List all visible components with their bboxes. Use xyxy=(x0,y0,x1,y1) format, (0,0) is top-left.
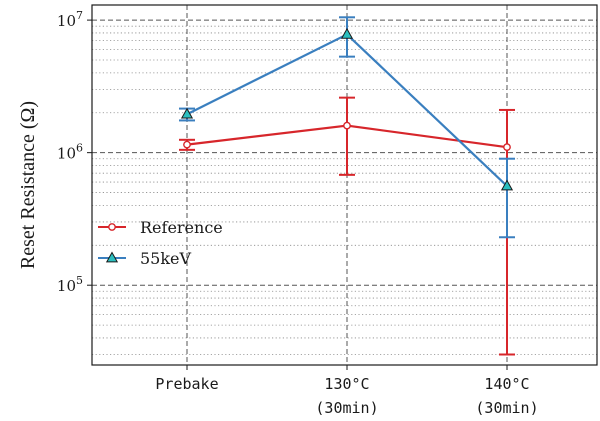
x-tick-label-line2: (30min) xyxy=(475,399,538,417)
plot-frame xyxy=(91,4,598,366)
legend-item-55kev: 55keV xyxy=(98,249,192,268)
y-axis-label: Reset Resistance (Ω) xyxy=(17,101,39,269)
data-point xyxy=(183,140,191,149)
legend-label-55kev: 55keV xyxy=(140,249,192,268)
y-tick-label: 107 xyxy=(57,9,83,30)
data-point xyxy=(343,121,351,130)
series xyxy=(179,16,515,356)
series-55kev xyxy=(179,16,515,239)
y-tick-label: 106 xyxy=(57,142,83,163)
data-point xyxy=(503,143,511,152)
axes: 105 106 107 Prebake 130°C (30min) 140°C (30min) xyxy=(57,9,539,417)
x-tick-label-line2: (30min) xyxy=(315,399,378,417)
data-point xyxy=(180,107,194,119)
x-tick-label: 140°C xyxy=(484,375,529,393)
data-point xyxy=(340,27,354,39)
series-reference xyxy=(179,96,515,356)
data-point xyxy=(500,179,514,191)
legend: Reference 55keV xyxy=(98,218,223,268)
x-tick-label: 130°C xyxy=(324,375,369,393)
y-tick-label: 105 xyxy=(57,274,83,295)
legend-item-reference: Reference xyxy=(98,218,223,237)
x-tick-label: Prebake xyxy=(155,375,218,393)
legend-label-reference: Reference xyxy=(140,218,223,237)
